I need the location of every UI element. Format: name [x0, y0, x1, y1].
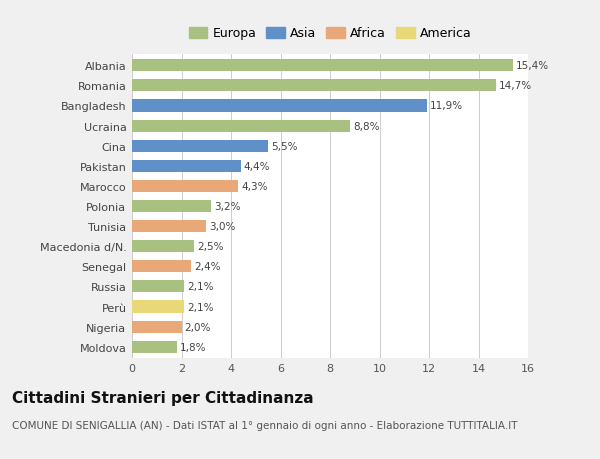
- Text: 2,1%: 2,1%: [187, 282, 214, 292]
- Bar: [132, 321, 182, 333]
- Text: 4,3%: 4,3%: [241, 181, 268, 191]
- Text: 3,2%: 3,2%: [214, 202, 241, 212]
- Bar: [132, 221, 206, 233]
- Text: 3,0%: 3,0%: [209, 222, 236, 232]
- Bar: [132, 241, 194, 253]
- Bar: [132, 341, 176, 353]
- Text: 2,4%: 2,4%: [194, 262, 221, 272]
- Legend: Europa, Asia, Africa, America: Europa, Asia, Africa, America: [186, 25, 474, 43]
- Bar: [132, 120, 350, 132]
- Text: 1,8%: 1,8%: [179, 342, 206, 352]
- Bar: [132, 301, 184, 313]
- Bar: [132, 261, 191, 273]
- Text: Cittadini Stranieri per Cittadinanza: Cittadini Stranieri per Cittadinanza: [12, 390, 314, 405]
- Text: 4,4%: 4,4%: [244, 162, 271, 171]
- Text: 11,9%: 11,9%: [430, 101, 463, 111]
- Bar: [132, 60, 513, 72]
- Text: 2,0%: 2,0%: [184, 322, 211, 332]
- Bar: [132, 180, 238, 192]
- Text: 14,7%: 14,7%: [499, 81, 532, 91]
- Bar: [132, 201, 211, 213]
- Bar: [132, 140, 268, 152]
- Text: 8,8%: 8,8%: [353, 121, 379, 131]
- Bar: [132, 80, 496, 92]
- Bar: [132, 160, 241, 173]
- Text: 2,5%: 2,5%: [197, 242, 223, 252]
- Text: 5,5%: 5,5%: [271, 141, 298, 151]
- Bar: [132, 100, 427, 112]
- Bar: [132, 281, 184, 293]
- Text: 15,4%: 15,4%: [516, 61, 549, 71]
- Text: 2,1%: 2,1%: [187, 302, 214, 312]
- Text: COMUNE DI SENIGALLIA (AN) - Dati ISTAT al 1° gennaio di ogni anno - Elaborazione: COMUNE DI SENIGALLIA (AN) - Dati ISTAT a…: [12, 420, 517, 430]
